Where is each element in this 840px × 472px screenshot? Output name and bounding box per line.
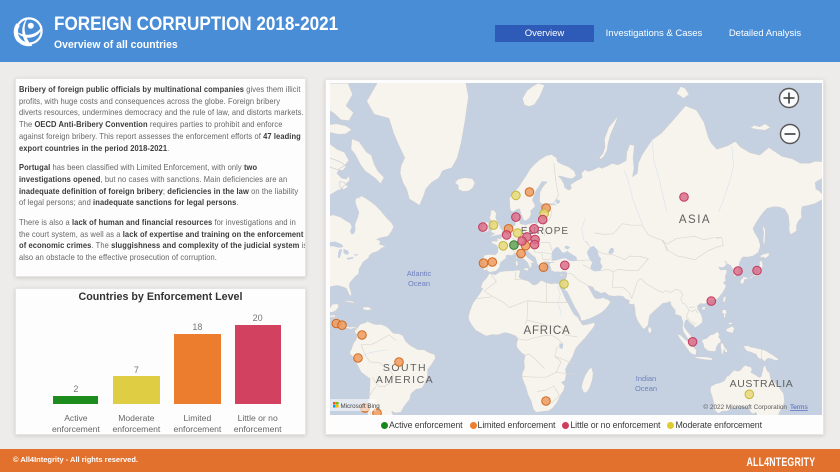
svg-text:AMERICA: AMERICA — [376, 374, 434, 386]
svg-text:© 2022 Microsoft Corporation: © 2022 Microsoft Corporation — [703, 403, 787, 411]
svg-text:ASIA: ASIA — [679, 214, 711, 226]
svg-text:Indian: Indian — [636, 374, 656, 383]
svg-text:Terms: Terms — [790, 404, 808, 411]
svg-text:Ocean: Ocean — [408, 279, 430, 288]
svg-text:SOUTH: SOUTH — [383, 362, 427, 374]
svg-text:Ocean: Ocean — [635, 384, 657, 393]
svg-text:AFRICA: AFRICA — [524, 325, 571, 337]
svg-text:EUROPE: EUROPE — [521, 226, 569, 237]
svg-text:AUSTRALIA: AUSTRALIA — [730, 378, 794, 390]
svg-text:Microsoft Bing: Microsoft Bing — [341, 403, 381, 410]
svg-text:Atlantic: Atlantic — [407, 269, 432, 278]
